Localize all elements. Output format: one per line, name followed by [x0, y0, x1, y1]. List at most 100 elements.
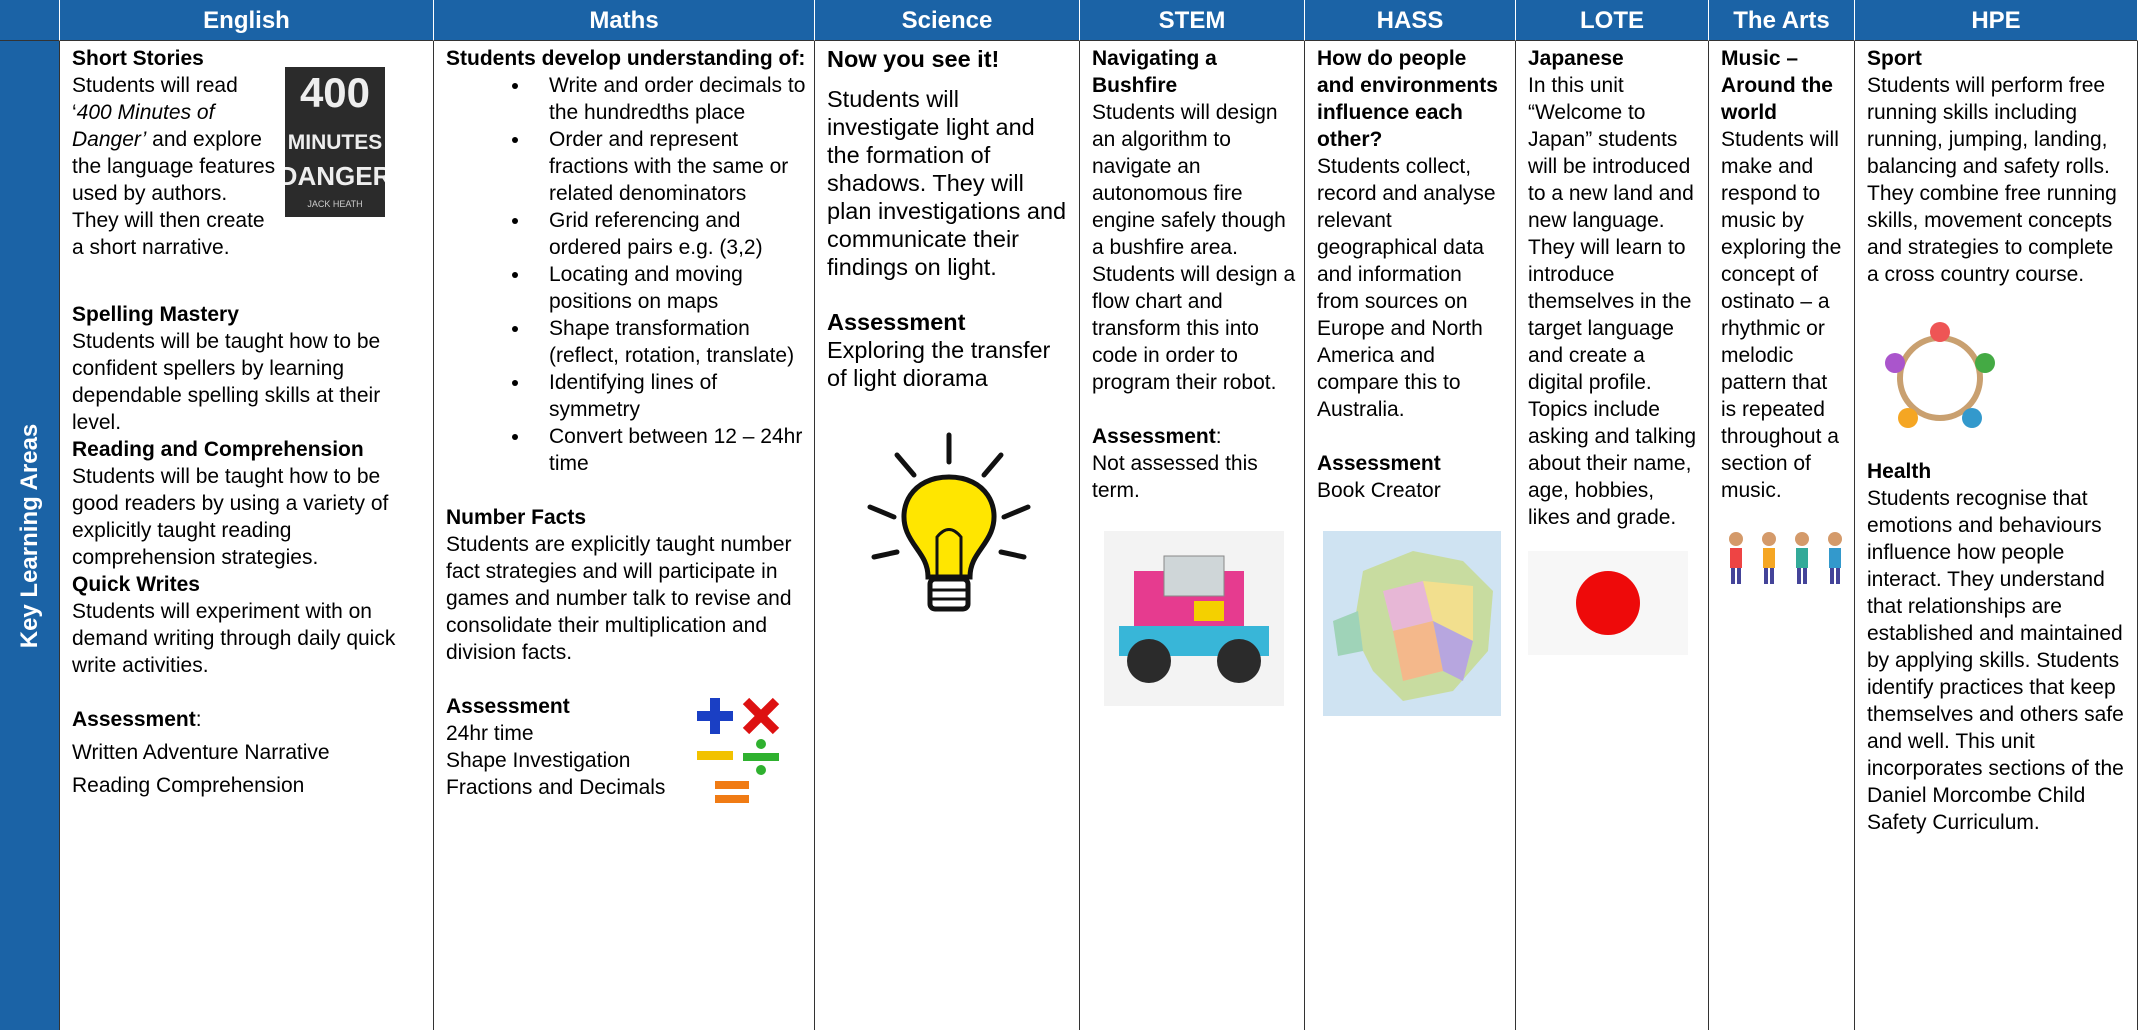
content-block: Navigating a Bushfire Students will desig…: [1092, 45, 1296, 396]
block-text: In this unit “Welcome to Japan” students…: [1528, 74, 1697, 529]
content-block: Assessment: Not assessed this term.: [1092, 423, 1296, 504]
heading-text: Students develop understanding of:: [446, 47, 806, 70]
block-heading: Number Facts: [446, 504, 806, 531]
side-label: Key Learning Areas: [15, 423, 43, 648]
text-line: Written Adventure Narrative: [72, 741, 330, 764]
heading-text: Navigating a Bushfire: [1092, 47, 1217, 97]
cover-text: DANGER: [285, 161, 385, 191]
heading-suffix: :: [1215, 425, 1222, 448]
block-heading: Japanese: [1528, 45, 1700, 72]
block-text: Students collect, record and analyse rel…: [1317, 155, 1496, 421]
content-block: Health Students recognise that emotions a…: [1867, 458, 2129, 836]
block-text: Students will perform free running skill…: [1867, 74, 2117, 286]
english-cell: 400 MINUTES DANGER JACK HEATH Short Stor…: [60, 41, 434, 1030]
text-line: Reading Comprehension: [72, 774, 305, 797]
header: Maths: [434, 0, 815, 41]
side-label-cell: Key Learning Areas: [0, 41, 60, 1030]
kids-circle: [1885, 322, 1995, 428]
bullet-item: Write and order decimals to the hundredt…: [531, 72, 806, 126]
lote-cell: Japanese In this unit “Welcome to Japan” …: [1516, 41, 1709, 1030]
bullet-item: Identifying lines of symmetry: [531, 369, 806, 423]
header: Science: [815, 0, 1080, 41]
content-block: Assessment Book Creator: [1317, 450, 1507, 504]
book-cover: 400 MINUTES DANGER JACK HEATH: [285, 67, 385, 217]
block-heading: Health: [1867, 458, 2129, 485]
block-text: Exploring the transfer of light diorama: [827, 337, 1051, 391]
block-text: Students will make and respond to music …: [1721, 128, 1842, 502]
block-text: Not assessed this term.: [1092, 452, 1258, 502]
heading-text: Assessment: [827, 309, 966, 335]
emphasis: 400 Minutes of Danger’: [72, 101, 215, 151]
block-heading: Music – Around the world: [1721, 45, 1846, 126]
content-block: Short Stories Students will read ‘400 Min…: [72, 45, 425, 261]
bullet-item: Convert between 12 – 24hr time: [531, 423, 806, 477]
content-block: Japanese In this unit “Welcome to Japan” …: [1528, 45, 1700, 531]
heading-suffix: :: [195, 708, 202, 731]
bullet-item: Shape transformation (reflect, rotation,…: [531, 315, 806, 369]
header: LOTE: [1516, 0, 1709, 41]
block-heading: Short Stories: [72, 45, 425, 72]
heading-text: Reading and Comprehension: [72, 438, 364, 461]
header: The Arts: [1709, 0, 1855, 41]
stem-cell: Navigating a Bushfire Students will desig…: [1080, 41, 1305, 1030]
content-block: Assessment Exploring the transfer of ligh…: [827, 308, 1071, 392]
heading-text: Music – Around the world: [1721, 47, 1833, 124]
cover-text: JACK HEATH: [307, 199, 362, 209]
robot: [1104, 531, 1284, 706]
heading-text: Assessment: [72, 708, 196, 731]
block-text: Students recognise that emotions and beh…: [1867, 487, 2124, 834]
heading-text: Quick Writes: [72, 573, 200, 596]
europe-map: [1323, 531, 1501, 716]
heading-text: Short Stories: [72, 47, 204, 70]
block-text: Students will read ‘400 Minutes of Dange…: [72, 72, 425, 261]
lightbulb: [867, 432, 1030, 612]
block-text: Students will design an algorithm to nav…: [1092, 101, 1296, 394]
block-heading: Assessment: [1317, 450, 1507, 477]
text-line: Fractions and Decimals: [446, 776, 666, 799]
hpe-cell: Sport Students will perform free running …: [1855, 41, 2138, 1030]
header: HPE: [1855, 0, 2138, 41]
content-block: Reading and Comprehension Students will b…: [72, 436, 425, 571]
block-text: Students will investigate light and the …: [827, 86, 1067, 280]
heading-text: Assessment: [446, 695, 570, 718]
hass-cell: How do people and environments influence…: [1305, 41, 1516, 1030]
block-text: Students will experiment with on demand …: [72, 600, 396, 677]
dancing-kids: [1729, 532, 1842, 584]
content-block: Music – Around the world Students will ma…: [1721, 45, 1846, 504]
block-text: Students will be taught how to be confid…: [72, 330, 381, 434]
math-icons: [697, 697, 780, 803]
heading-text: Sport: [1867, 47, 1922, 70]
block-heading: Spelling Mastery: [72, 301, 425, 328]
block-heading: Reading and Comprehension: [72, 436, 425, 463]
japan-flag: [1528, 551, 1688, 655]
bullet-item: Order and represent fractions with the s…: [531, 126, 806, 207]
heading-text: Number Facts: [446, 506, 587, 529]
block-heading: Sport: [1867, 45, 2129, 72]
heading-text: Health: [1867, 460, 1932, 483]
arts-cell: Music – Around the world Students will ma…: [1709, 41, 1855, 1030]
block-heading: Quick Writes: [72, 571, 425, 598]
block-heading: Assessment:: [72, 706, 425, 733]
text: Students will read ‘: [72, 74, 238, 124]
block-text: Students will be taught how to be good r…: [72, 465, 389, 569]
content-block: Students develop understanding of:Write …: [446, 45, 806, 477]
science-cell: Now you see it! Students will investigate…: [815, 41, 1080, 1030]
content-block: Quick Writes Students will experiment wit…: [72, 571, 425, 679]
cover-text: 400: [300, 69, 370, 116]
content-block: Now you see it! Students will investigate…: [827, 45, 1071, 281]
heading-text: How do people and environments influence…: [1317, 47, 1498, 151]
block-heading: How do people and environments influence…: [1317, 45, 1507, 153]
text-line: Shape Investigation: [446, 749, 631, 772]
text-line: 24hr time: [446, 722, 534, 745]
content-block: Assessment 24hr time Shape Investigation Fr…: [446, 693, 806, 801]
bullet-list: Write and order decimals to the hundredt…: [446, 72, 806, 477]
header: HASS: [1305, 0, 1516, 41]
block-heading: Assessment: [827, 308, 1071, 336]
content-block: Number Facts Students are explicitly taug…: [446, 504, 806, 666]
content-block: Assessment: Written Adventure Narrative Re…: [72, 706, 425, 799]
heading-text: Japanese: [1528, 47, 1624, 70]
heading-text: Assessment: [1317, 452, 1441, 475]
heading-text: Spelling Mastery: [72, 303, 239, 326]
content-block: Spelling Mastery Students will be taught …: [72, 301, 425, 436]
